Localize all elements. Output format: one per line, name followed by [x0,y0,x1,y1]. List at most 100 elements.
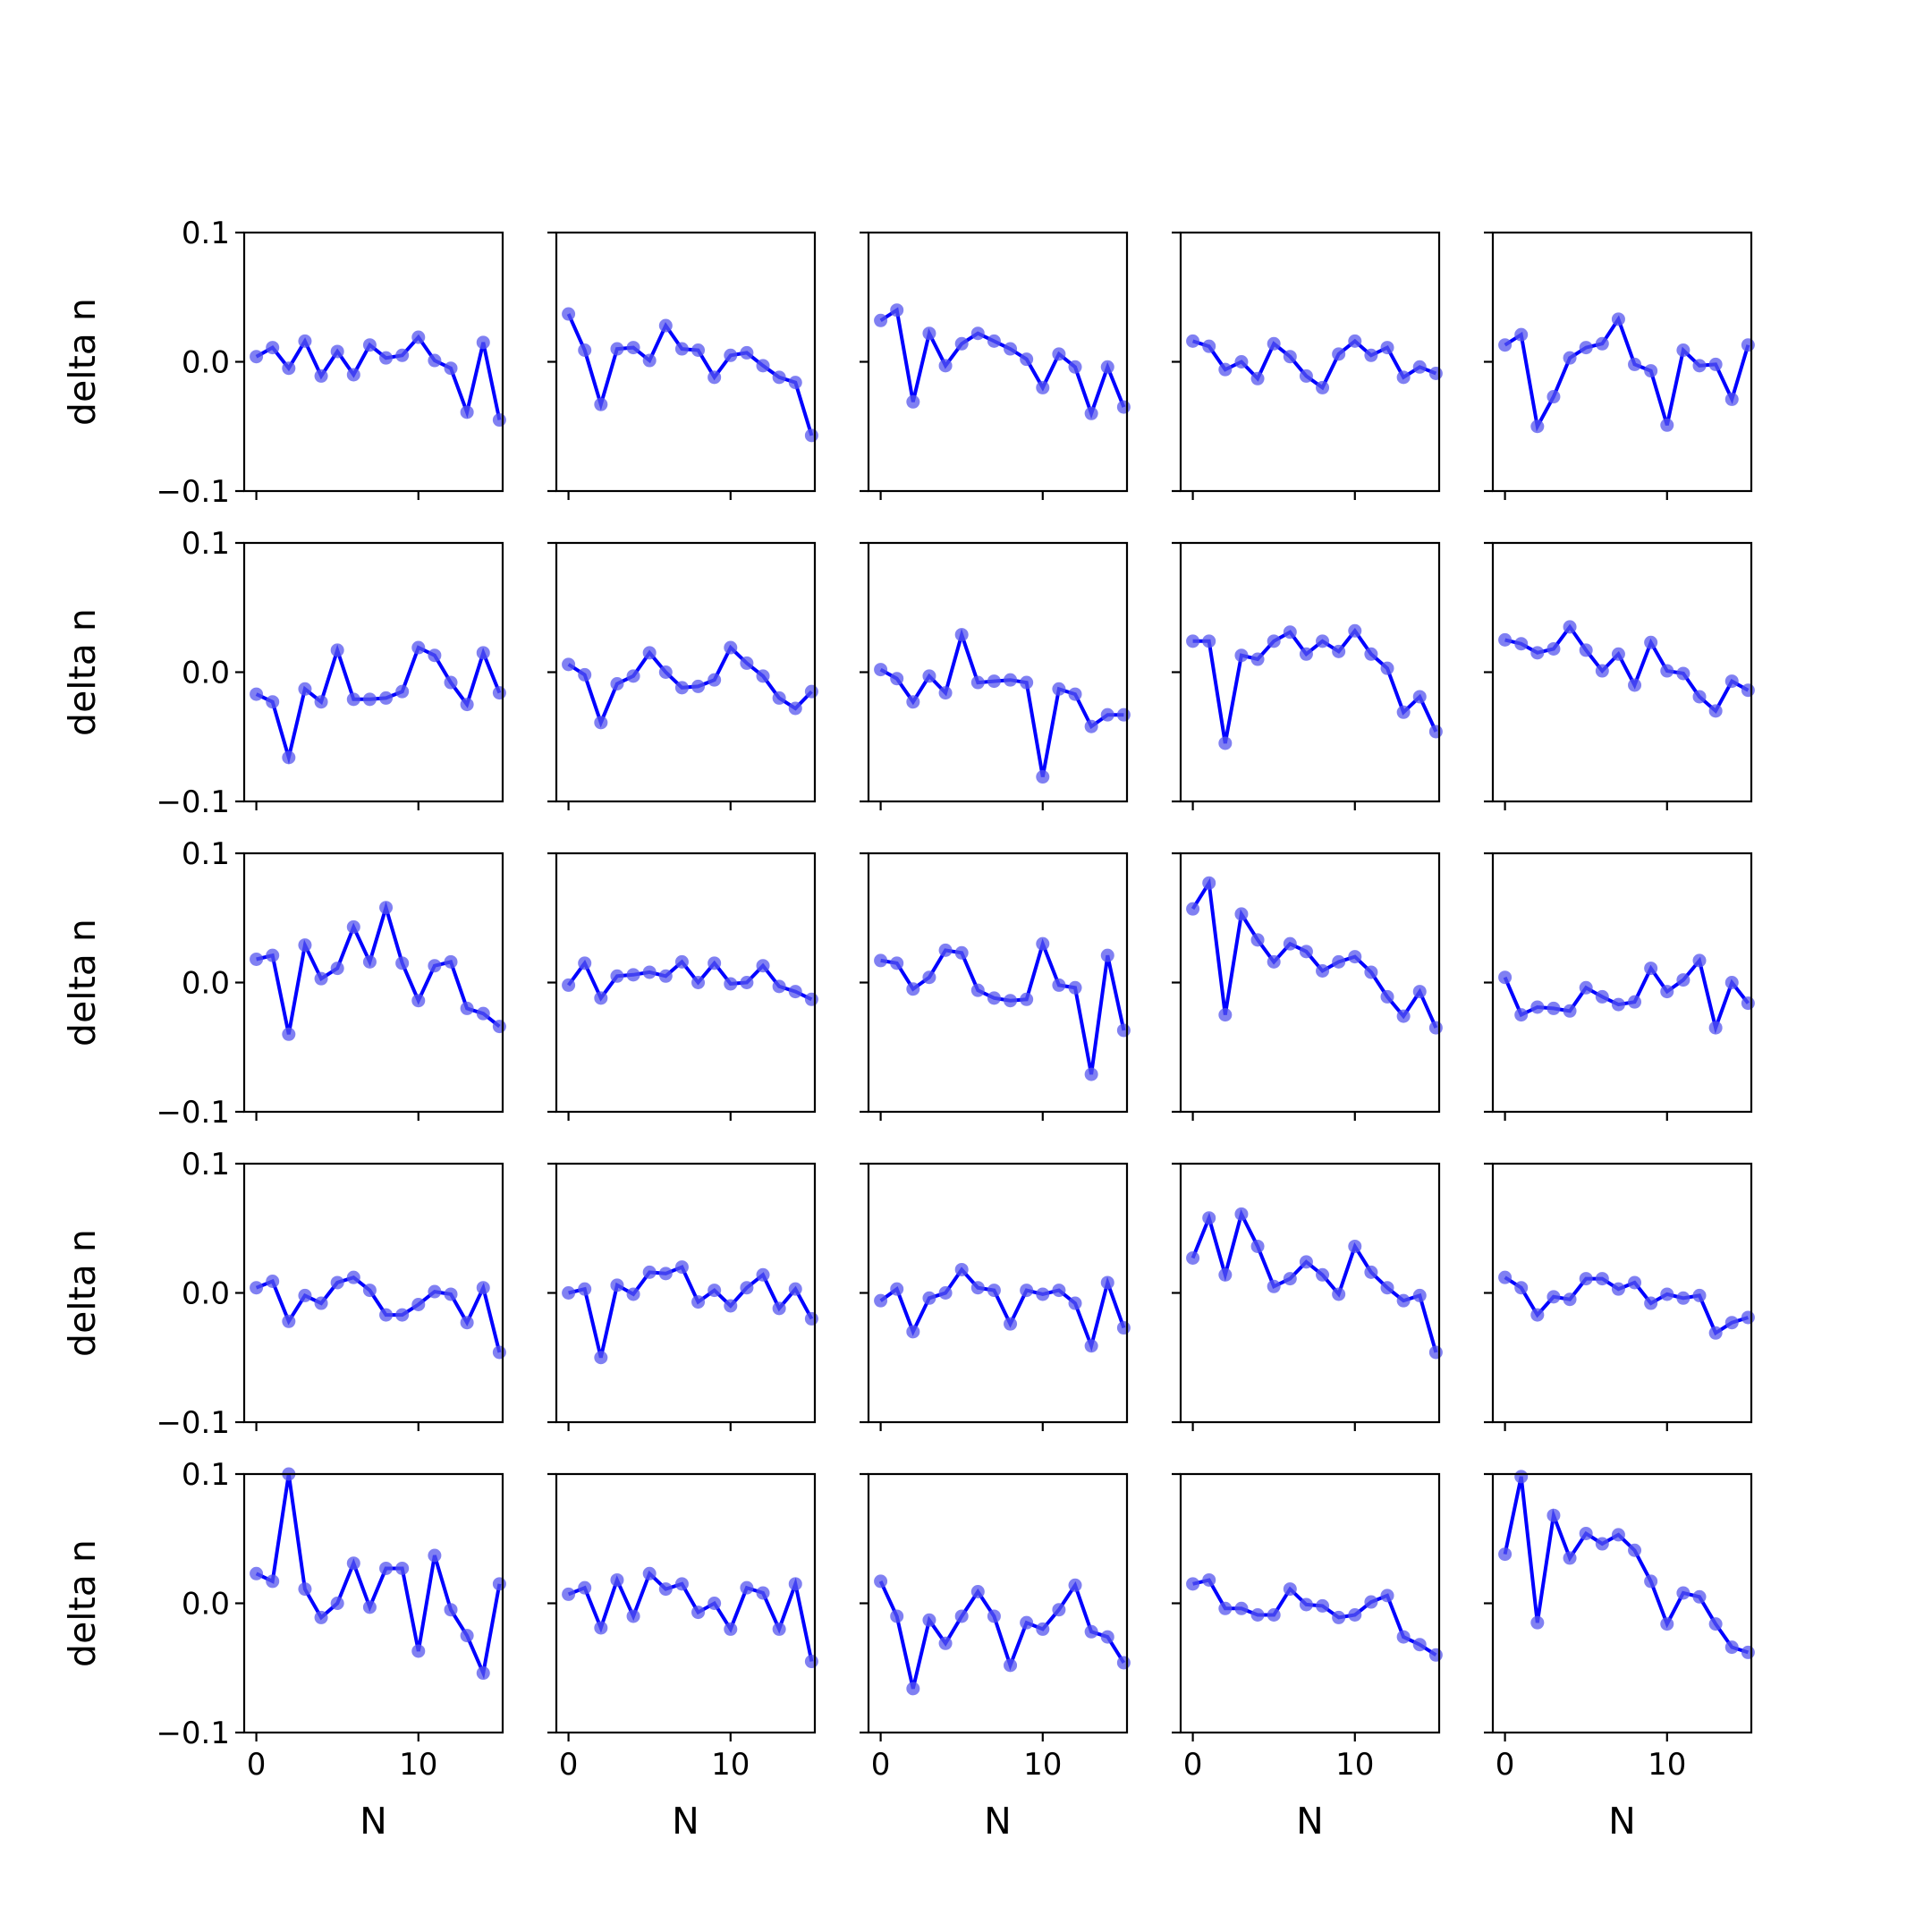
data-point [1068,980,1082,995]
data-point [1116,1321,1131,1335]
data-point [1218,362,1233,377]
data-point [362,1284,377,1298]
data-point [1396,705,1411,719]
data-point [906,1325,920,1339]
data-point [492,686,506,700]
series-line [879,1267,1126,1352]
data-point [1068,1578,1082,1592]
data-point [266,695,280,709]
panel-frame [1179,852,1441,1114]
panel-frame [242,231,504,493]
data-point [1348,1239,1362,1253]
series-line [568,1265,814,1359]
data-point [1595,336,1609,351]
data-point [1628,995,1642,1009]
panel-frame [867,541,1129,803]
series-line [879,307,1126,419]
data-point [1380,1281,1394,1295]
data-point [314,1296,328,1310]
data-point [1052,1284,1066,1298]
data-point [708,1284,722,1298]
data-point [395,348,410,362]
y-axis-label: delta n [61,919,104,1046]
data-point [691,343,706,357]
data-point [1267,336,1281,351]
data-point [1364,647,1378,661]
data-point [1563,351,1577,365]
x-axis-label: N [984,1800,1012,1843]
data-point [954,1262,969,1276]
data-point [1020,1615,1034,1630]
data-point [987,674,1001,689]
data-point [1741,683,1755,698]
data-point [788,985,802,999]
y-tick-label: 0.0 [182,966,230,1002]
data-point [379,691,394,705]
data-point [1020,675,1034,690]
x-axis-label: N [1608,1800,1636,1843]
data-point [756,669,770,683]
data-point [1250,371,1265,386]
data-point [1052,347,1066,361]
series-line [879,628,1124,777]
data-point [740,1281,754,1295]
data-point [1036,1622,1050,1636]
data-point [1364,348,1378,362]
panel-4-4 [1172,1162,1443,1431]
data-point [890,672,904,686]
data-point [804,992,818,1006]
data-point [266,341,280,355]
data-point [250,1281,264,1295]
data-point [772,979,786,994]
data-point [1708,357,1723,371]
data-point [1514,327,1529,342]
data-point [562,1587,576,1601]
panel-2-4 [1172,541,1443,810]
data-point [1316,963,1330,978]
panel-3-4 [1172,852,1443,1121]
y-axis-label: delta n [61,608,104,736]
series-line [1504,1275,1750,1336]
data-point [610,342,624,356]
data-point [1546,1001,1561,1015]
data-point [1724,392,1739,406]
data-point [906,695,920,709]
data-point [804,428,818,443]
data-point [1396,1293,1411,1308]
data-point [674,1260,689,1275]
data-point [1186,1577,1200,1591]
data-point [1250,652,1265,666]
data-point [1364,1265,1378,1279]
x-axis-label: N [1296,1800,1324,1843]
y-tick-label: 0.1 [182,836,230,872]
data-point [362,692,377,707]
y-axis-label: delta n [61,298,104,426]
data-point [874,663,888,677]
panel-frame [1491,1472,1753,1734]
data-point [954,945,969,960]
panel-5-4: 0 10 N [1172,1472,1443,1843]
data-point [1202,1211,1216,1225]
series-line [255,644,502,765]
data-point [1116,708,1131,722]
data-point [642,353,657,368]
data-point [772,1301,786,1316]
data-point [1428,724,1443,739]
data-point [1644,1296,1658,1310]
data-point [250,952,264,966]
x-tick-label: 10 [1335,1747,1374,1783]
data-point [1100,1630,1114,1644]
data-point [1498,1547,1513,1562]
y-axis-label: delta n [61,1539,104,1667]
data-point [1676,1291,1690,1305]
panel-frame [1491,541,1753,803]
data-point [346,1270,360,1284]
data-point [1498,632,1513,647]
data-point [346,368,360,382]
panel-frame [1491,1162,1753,1424]
data-point [1708,1326,1723,1340]
data-point [724,640,738,655]
x-tick-label: 0 [247,1747,267,1783]
panel-frame [867,1472,1129,1734]
data-point [1546,1290,1561,1304]
